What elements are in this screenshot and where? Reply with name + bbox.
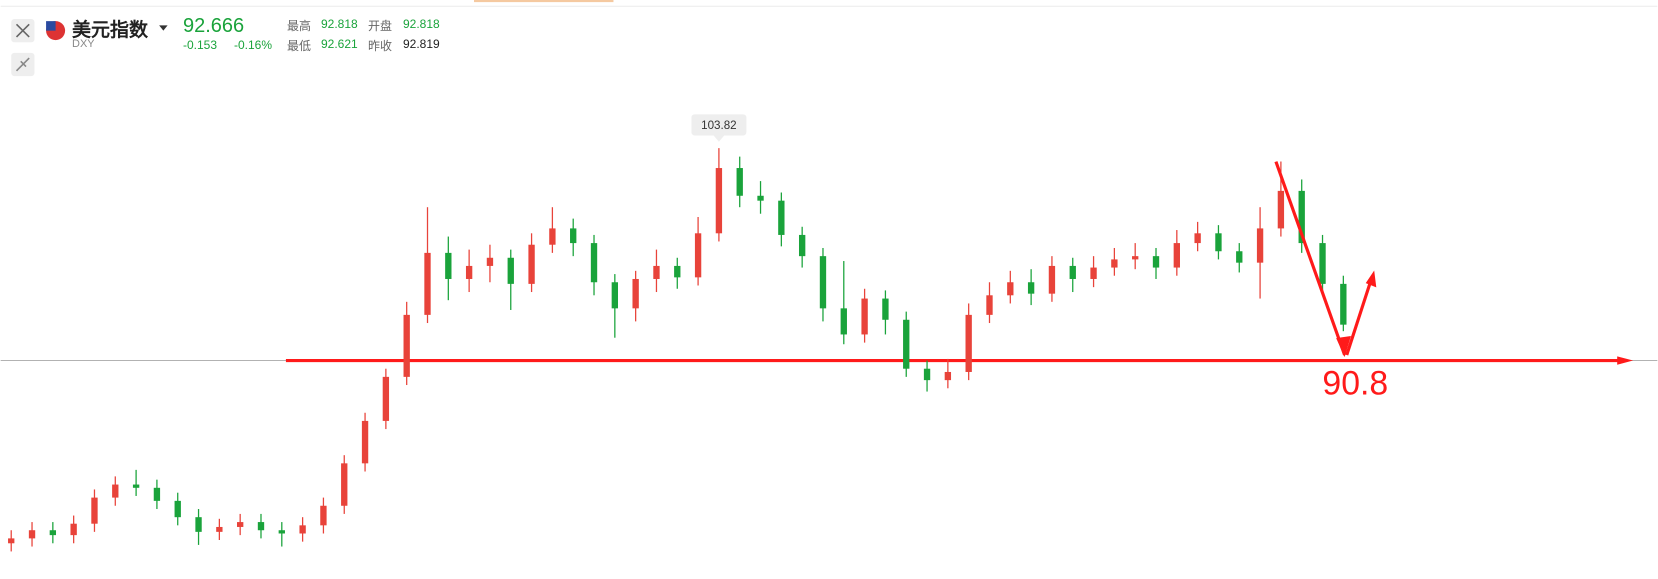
- candle-body: [1090, 267, 1097, 279]
- candle-body: [1007, 282, 1014, 296]
- candle-body: [611, 282, 619, 309]
- candle-body: [237, 522, 244, 527]
- candle-body: [653, 265, 660, 279]
- arrow-head: [1365, 270, 1377, 288]
- last-price: 92.666: [183, 15, 245, 37]
- candle-body: [403, 314, 410, 377]
- candle-body: [153, 487, 161, 501]
- candle-body: [819, 256, 827, 309]
- candle-body: [986, 295, 993, 315]
- collapse-icon: [15, 57, 30, 72]
- arrow-head: [1336, 335, 1351, 358]
- max-label: 103.82: [701, 119, 737, 132]
- candle-body: [486, 257, 494, 266]
- candle-body: [174, 500, 181, 518]
- candle-body: [549, 228, 556, 245]
- flag-canton: [46, 21, 56, 31]
- candle-body: [736, 168, 743, 196]
- candle-body: [1215, 233, 1222, 252]
- open-label: 开盘: [368, 19, 393, 33]
- candle-body: [465, 265, 473, 279]
- tab-indicator: [473, 0, 614, 3]
- candle-body: [341, 463, 348, 506]
- instrument-name[interactable]: 美元指数: [72, 20, 149, 41]
- candle-body: [91, 497, 98, 524]
- dropdown-icon[interactable]: [159, 25, 168, 31]
- candle-body: [674, 265, 681, 278]
- candle-body: [1194, 233, 1201, 244]
- candle-body: [507, 257, 514, 284]
- candle-body: [1173, 243, 1180, 268]
- low-value: 92.621: [321, 37, 358, 51]
- candle-body: [1027, 282, 1035, 294]
- low-label: 最低: [287, 39, 312, 53]
- candle-body: [70, 523, 77, 536]
- candle-body: [1277, 190, 1285, 229]
- candle-body: [1132, 256, 1139, 260]
- candle-body: [49, 530, 57, 536]
- change-pct: -0.16%: [234, 38, 273, 52]
- candle-body: [299, 525, 306, 534]
- candle-body: [278, 530, 285, 534]
- candle-body: [445, 252, 452, 279]
- support-arrow-head: [1617, 356, 1634, 365]
- candle-body: [882, 298, 889, 320]
- arrow-up: [1345, 276, 1374, 356]
- candle-body: [590, 243, 598, 283]
- prev-close-value: 92.819: [403, 37, 440, 51]
- annotation-arrows: [1274, 161, 1377, 358]
- candle-body: [320, 505, 327, 526]
- candle-body: [361, 420, 369, 464]
- candle-body: [632, 278, 639, 309]
- candle-body: [1340, 283, 1347, 325]
- candle-body: [132, 484, 140, 488]
- candle-body: [840, 308, 847, 335]
- support-label: 90.8: [1322, 364, 1388, 402]
- candle-body: [570, 228, 577, 244]
- change: -0.153: [183, 38, 218, 52]
- candle-body: [382, 376, 390, 421]
- open-value: 92.818: [403, 17, 440, 31]
- candle-body: [715, 168, 723, 234]
- candle-body: [28, 530, 36, 539]
- candle-body: [1236, 251, 1243, 263]
- candle-body: [1048, 265, 1056, 294]
- candle-body: [195, 517, 202, 532]
- candle-body: [694, 233, 702, 278]
- candle-body: [424, 252, 431, 315]
- candle-body: [1319, 243, 1326, 284]
- candle-body: [944, 371, 952, 381]
- candle-body: [1298, 190, 1305, 244]
- candle-body: [861, 298, 868, 335]
- candle-body: [903, 319, 910, 369]
- candle-body: [1111, 259, 1118, 268]
- candle-body: [1069, 265, 1076, 279]
- candle-body: [798, 234, 806, 257]
- candle-body: [528, 244, 535, 284]
- max-label-box: [691, 114, 747, 136]
- symbol: DXY: [72, 38, 95, 50]
- candle-body: [923, 368, 931, 381]
- high-label: 最高: [287, 19, 312, 33]
- candle-body: [965, 314, 972, 372]
- prev-close-label: 昨收: [368, 39, 393, 53]
- candle-body: [257, 522, 265, 531]
- candle-body: [112, 484, 119, 498]
- close-icon: [15, 23, 30, 38]
- high-value: 92.818: [321, 17, 358, 31]
- candle-body: [757, 195, 764, 201]
- arrow-down: [1274, 161, 1347, 356]
- candle-body: [8, 538, 15, 544]
- candle-body: [1256, 228, 1264, 263]
- candle-body: [1152, 256, 1160, 268]
- candle-body: [778, 200, 785, 235]
- candle-body: [216, 526, 223, 532]
- max-label-pointer: [713, 135, 725, 142]
